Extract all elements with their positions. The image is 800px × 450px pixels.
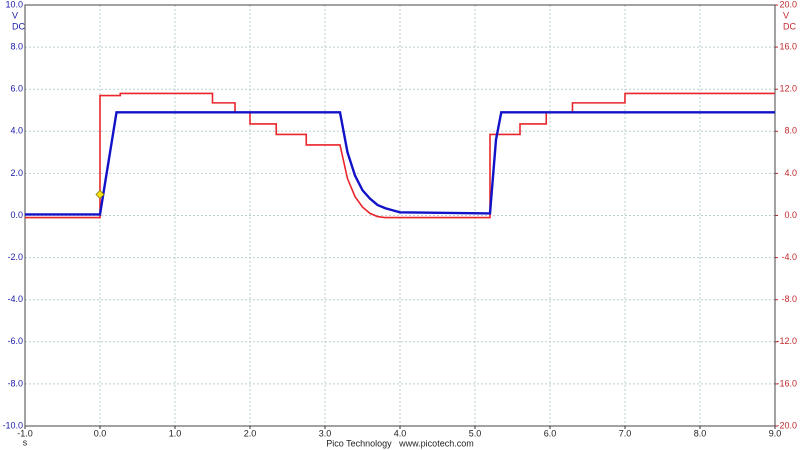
- y-unit: V: [12, 10, 18, 20]
- x-tick-label: 8.0: [694, 428, 707, 438]
- y2-tick-label: 4.0: [784, 168, 797, 178]
- trace: [25, 92, 775, 219]
- y-tick-label: 10.0: [5, 0, 23, 9]
- y2-tick-label: 16.0: [779, 41, 797, 51]
- y-coupling: DC: [12, 21, 25, 31]
- y-tick-label: 8.0: [10, 41, 23, 51]
- x-tick-label: 7.0: [619, 428, 632, 438]
- x-tick-label: 2.0: [244, 428, 257, 438]
- y2-tick-label: -12.0: [776, 336, 797, 346]
- y-tick-label: 6.0: [10, 84, 23, 94]
- y-tick-label: 2.0: [10, 168, 23, 178]
- y-tick-label: 4.0: [10, 126, 23, 136]
- y2-tick-label: -8.0: [781, 294, 797, 304]
- x-tick-label: 4.0: [394, 428, 407, 438]
- x-tick-label: 6.0: [544, 428, 557, 438]
- x-tick-label: 5.0: [469, 428, 482, 438]
- y-tick-label: -10.0: [2, 420, 23, 430]
- y-tick-label: -4.0: [7, 294, 23, 304]
- y2-coupling: DC: [783, 21, 796, 31]
- y2-tick-label: 8.0: [784, 126, 797, 136]
- x-tick-label: -1.0: [17, 428, 33, 438]
- y2-unit: V: [783, 10, 789, 20]
- x-tick-label: 1.0: [169, 428, 182, 438]
- trace: [25, 111, 775, 216]
- y-tick-label: -8.0: [7, 378, 23, 388]
- x-tick-label: 9.0: [769, 428, 782, 438]
- y2-tick-label: 12.0: [779, 84, 797, 94]
- x-axis-unit: s: [23, 437, 28, 447]
- y2-tick-label: -4.0: [781, 252, 797, 262]
- y-tick-label: -2.0: [7, 252, 23, 262]
- y-tick-label: 0.0: [10, 210, 23, 220]
- trigger-marker: [95, 189, 105, 200]
- y2-tick-label: -16.0: [776, 378, 797, 388]
- x-tick-label: 3.0: [319, 428, 332, 438]
- footer: Pico Technology www.picotech.com: [326, 438, 473, 448]
- y2-tick-label: 0.0: [784, 210, 797, 220]
- y2-tick-label: -20.0: [776, 420, 797, 430]
- y-tick-label: -6.0: [7, 336, 23, 346]
- x-tick-label: 0.0: [94, 428, 107, 438]
- y2-tick-label: 20.0: [779, 0, 797, 9]
